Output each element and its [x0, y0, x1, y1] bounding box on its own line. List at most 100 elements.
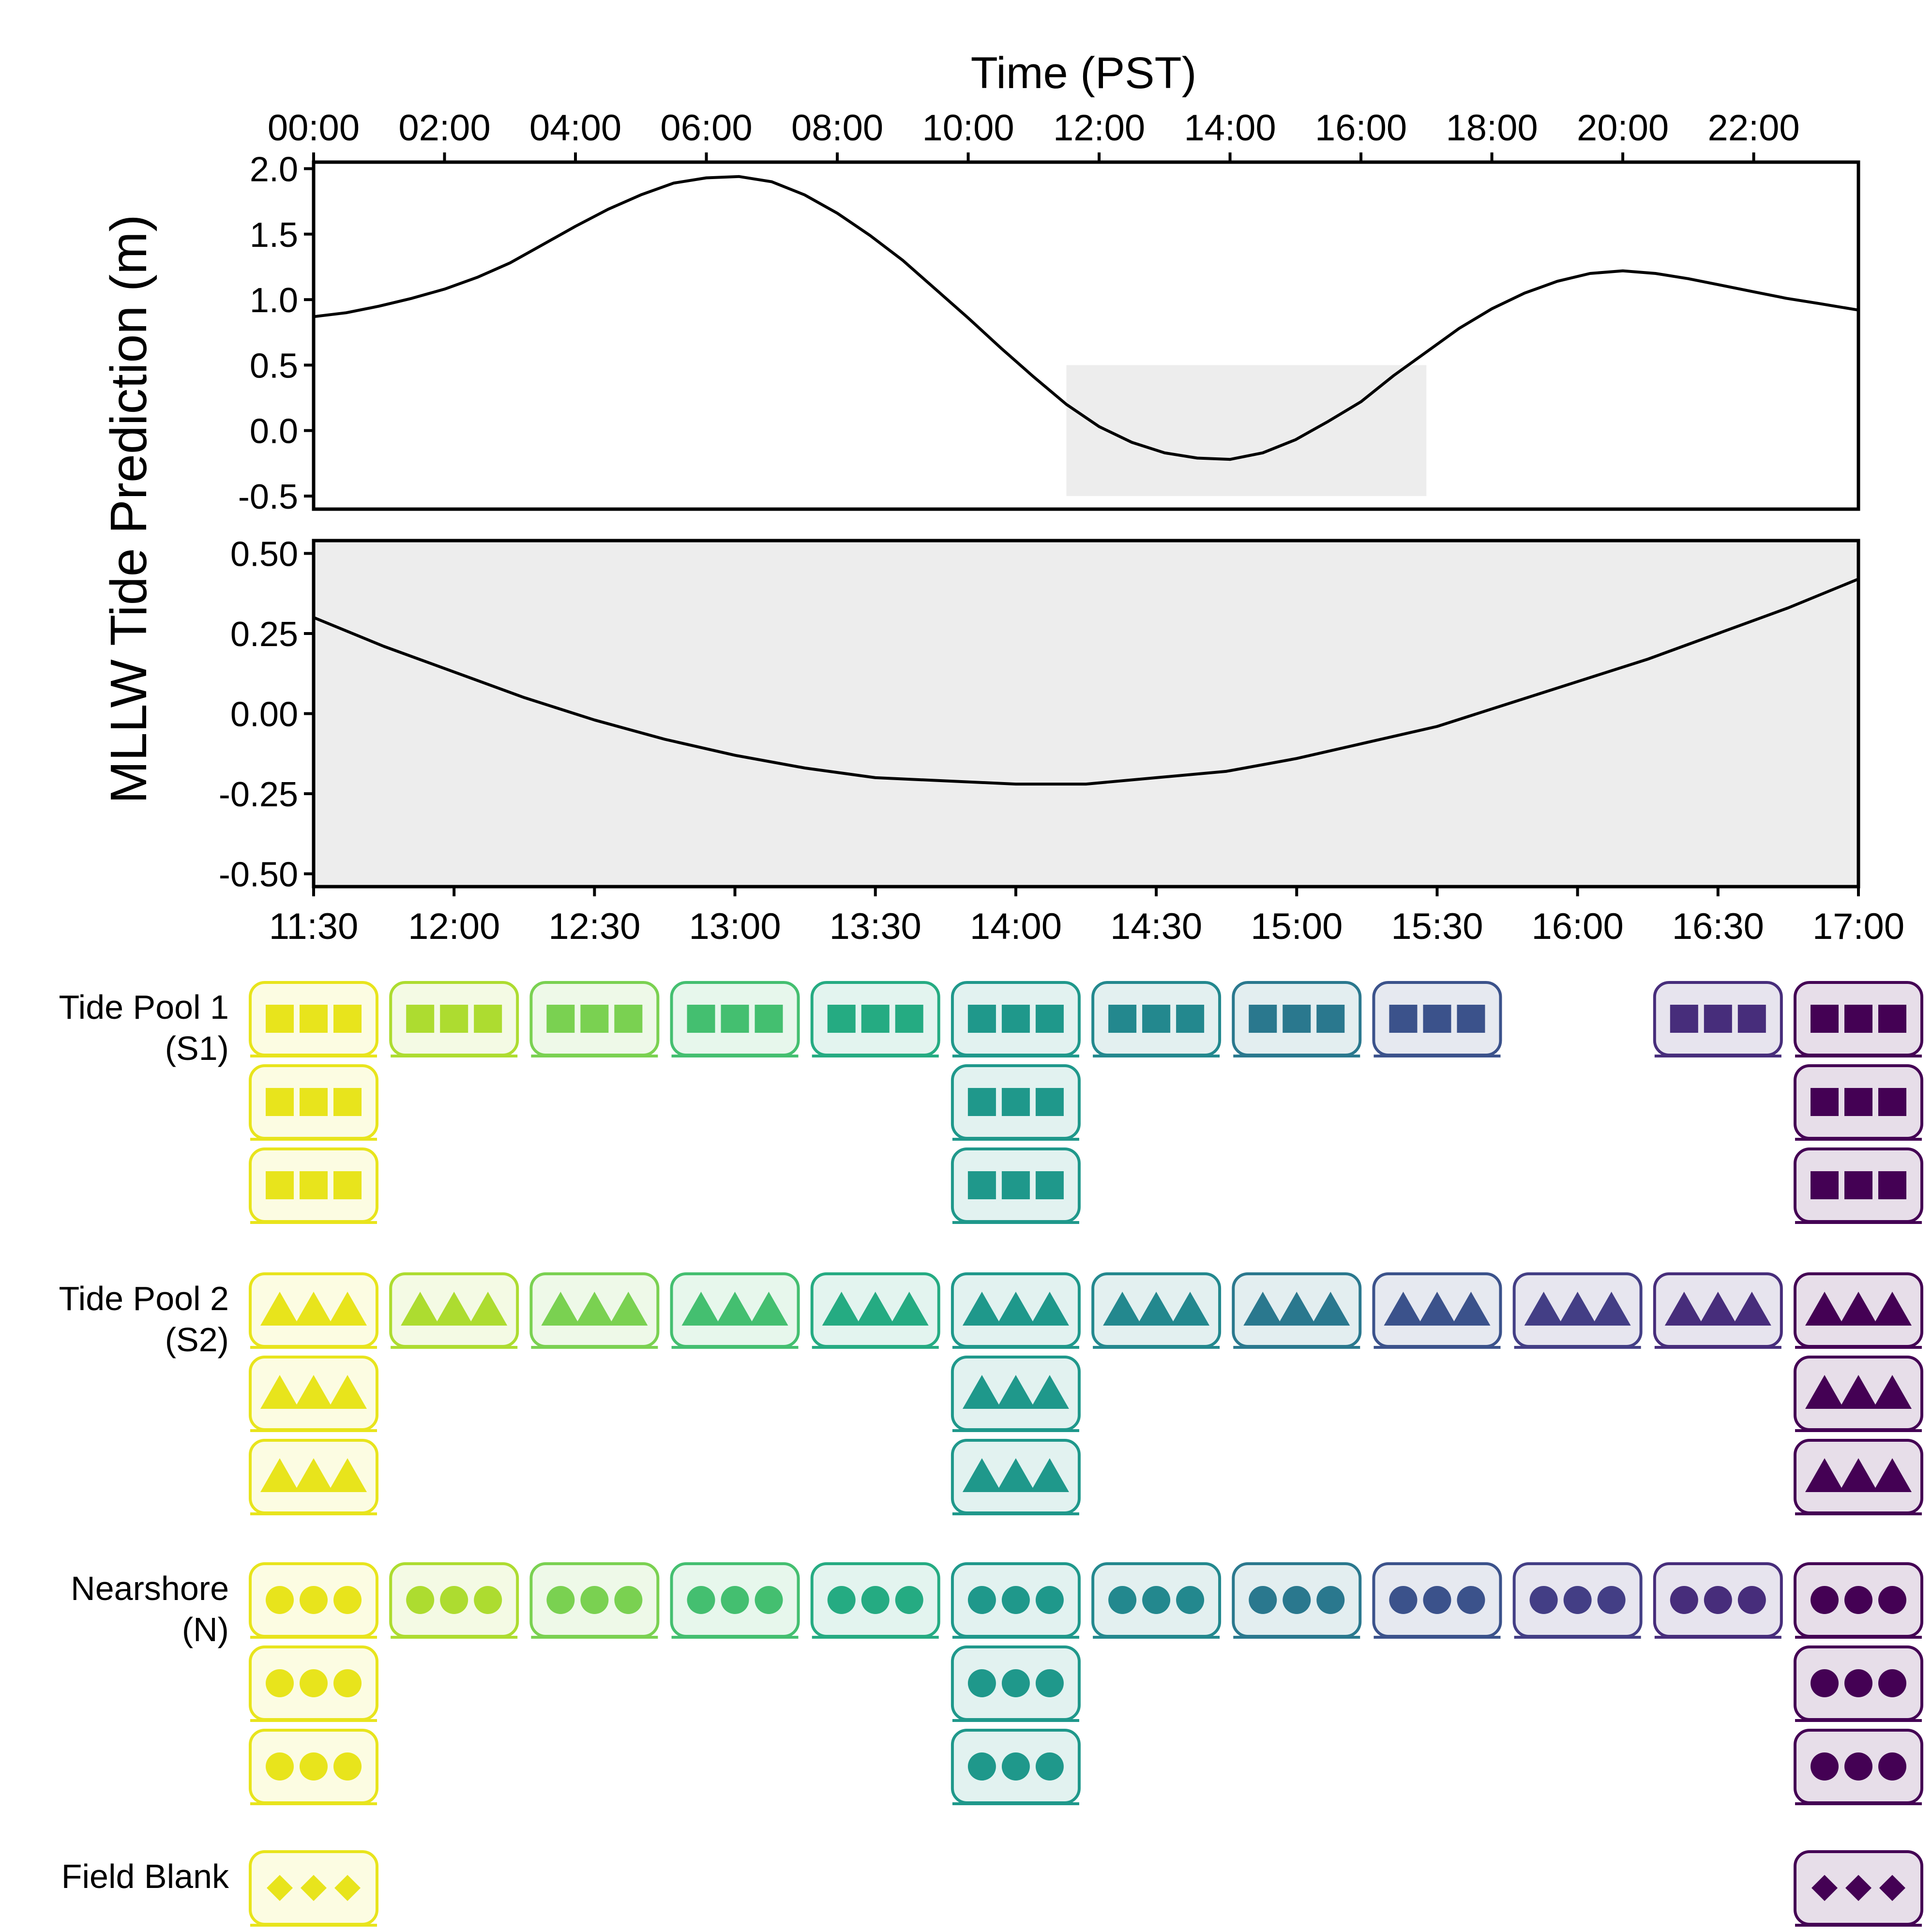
- sample-cell: [1372, 1562, 1502, 1639]
- triangle-marker: [1664, 1292, 1704, 1326]
- circle-marker: [1844, 1669, 1872, 1697]
- bottom-x-tick-label: 13:00: [689, 906, 781, 947]
- zoom-background: [314, 541, 1858, 887]
- square-marker: [1035, 1005, 1064, 1033]
- sample-cell: [1794, 1356, 1923, 1432]
- sample-cell: [389, 1272, 519, 1349]
- triangle-marker: [260, 1292, 299, 1326]
- sample-cell: [529, 1272, 660, 1349]
- triangle-marker: [1592, 1292, 1631, 1326]
- square-marker: [1283, 1005, 1311, 1033]
- sample-cell: [249, 1439, 378, 1515]
- triangle-marker: [856, 1292, 895, 1326]
- circle-marker: [1844, 1752, 1872, 1781]
- sample-cell: [670, 1562, 800, 1639]
- triangle-marker: [1839, 1458, 1878, 1492]
- top-x-axis-title: Time (PST): [971, 48, 1197, 98]
- sample-cell: [249, 981, 378, 1057]
- triangle-marker: [1311, 1292, 1350, 1326]
- circle-marker: [1001, 1669, 1030, 1697]
- triangle-marker: [749, 1292, 788, 1326]
- triangle-marker: [1171, 1292, 1210, 1326]
- sample-cell: [810, 1562, 940, 1639]
- top-x-tick-label: 12:00: [1053, 107, 1145, 149]
- square-marker: [333, 1171, 362, 1199]
- circle-marker: [1389, 1586, 1418, 1614]
- square-marker: [300, 1088, 328, 1116]
- sample-cell: [951, 1064, 1081, 1141]
- circle-marker: [333, 1752, 362, 1781]
- circle-marker: [300, 1586, 328, 1614]
- circle-marker: [1670, 1586, 1698, 1614]
- square-marker: [1001, 1088, 1030, 1116]
- y-tick-label: 0.5: [250, 347, 298, 385]
- sample-cell: [1794, 981, 1923, 1057]
- top-x-tick-label: 06:00: [660, 107, 752, 149]
- square-marker: [266, 1171, 294, 1199]
- circle-marker: [1035, 1586, 1064, 1614]
- square-marker: [266, 1088, 294, 1116]
- bottom-x-tick-label: 12:00: [408, 906, 500, 947]
- sample-cell: [1794, 1729, 1923, 1805]
- sample-cell: [249, 1562, 378, 1639]
- square-marker: [1176, 1005, 1205, 1033]
- top-x-tick-label: 18:00: [1446, 107, 1538, 149]
- square-marker: [614, 1005, 643, 1033]
- circle-marker: [721, 1586, 749, 1614]
- triangle-marker: [1839, 1292, 1878, 1326]
- square-marker: [1811, 1171, 1839, 1199]
- sample-cell: [1794, 1147, 1923, 1224]
- square-marker: [827, 1005, 856, 1033]
- circle-marker: [1597, 1586, 1626, 1614]
- sample-cell: [1794, 1850, 1923, 1927]
- y-tick-label: 2.0: [250, 151, 298, 189]
- triangle-marker: [328, 1458, 367, 1492]
- group-label: (S2): [165, 1321, 229, 1358]
- sample-cell: [249, 1850, 378, 1927]
- triangle-marker: [294, 1375, 333, 1409]
- triangle-marker: [1030, 1375, 1069, 1409]
- square-marker: [1737, 1005, 1766, 1033]
- sample-cell: [249, 1729, 378, 1805]
- triangle-marker: [996, 1292, 1035, 1326]
- triangle-marker: [1698, 1292, 1737, 1326]
- sample-cell: [951, 1645, 1081, 1722]
- circle-marker: [827, 1586, 856, 1614]
- circle-marker: [546, 1586, 575, 1614]
- diamond-marker: [1879, 1875, 1905, 1901]
- circle-marker: [300, 1669, 328, 1697]
- bottom-x-tick-label: 14:30: [1110, 906, 1202, 947]
- square-marker: [580, 1005, 609, 1033]
- triangle-marker: [1873, 1292, 1912, 1326]
- square-marker: [1389, 1005, 1418, 1033]
- square-marker: [266, 1005, 294, 1033]
- y-tick-label: 0.0: [250, 412, 298, 451]
- sample-cell: [249, 1064, 378, 1141]
- triangle-marker: [681, 1292, 721, 1326]
- sample-cell: [389, 981, 519, 1057]
- square-marker: [1704, 1005, 1732, 1033]
- triangle-marker: [715, 1292, 755, 1326]
- square-marker: [300, 1171, 328, 1199]
- top-x-tick-label: 22:00: [1707, 107, 1799, 149]
- square-marker: [1035, 1088, 1064, 1116]
- square-marker: [333, 1005, 362, 1033]
- bottom-x-tick-label: 16:00: [1532, 906, 1624, 947]
- sample-cell: [249, 1272, 378, 1349]
- triangle-marker: [1805, 1375, 1844, 1409]
- circle-marker: [333, 1586, 362, 1614]
- square-marker: [967, 1171, 996, 1199]
- triangle-marker: [1030, 1458, 1069, 1492]
- square-marker: [895, 1005, 923, 1033]
- sample-cell: [249, 1645, 378, 1722]
- y-tick-label: 1.5: [250, 216, 298, 255]
- sample-cell: [951, 1147, 1081, 1224]
- circle-marker: [1457, 1586, 1485, 1614]
- square-marker: [1001, 1005, 1030, 1033]
- bottom-x-tick-label: 15:30: [1391, 906, 1483, 947]
- triangle-marker: [468, 1292, 508, 1326]
- square-marker: [1249, 1005, 1277, 1033]
- y-tick-label: 0.50: [230, 535, 298, 574]
- triangle-marker: [260, 1458, 299, 1492]
